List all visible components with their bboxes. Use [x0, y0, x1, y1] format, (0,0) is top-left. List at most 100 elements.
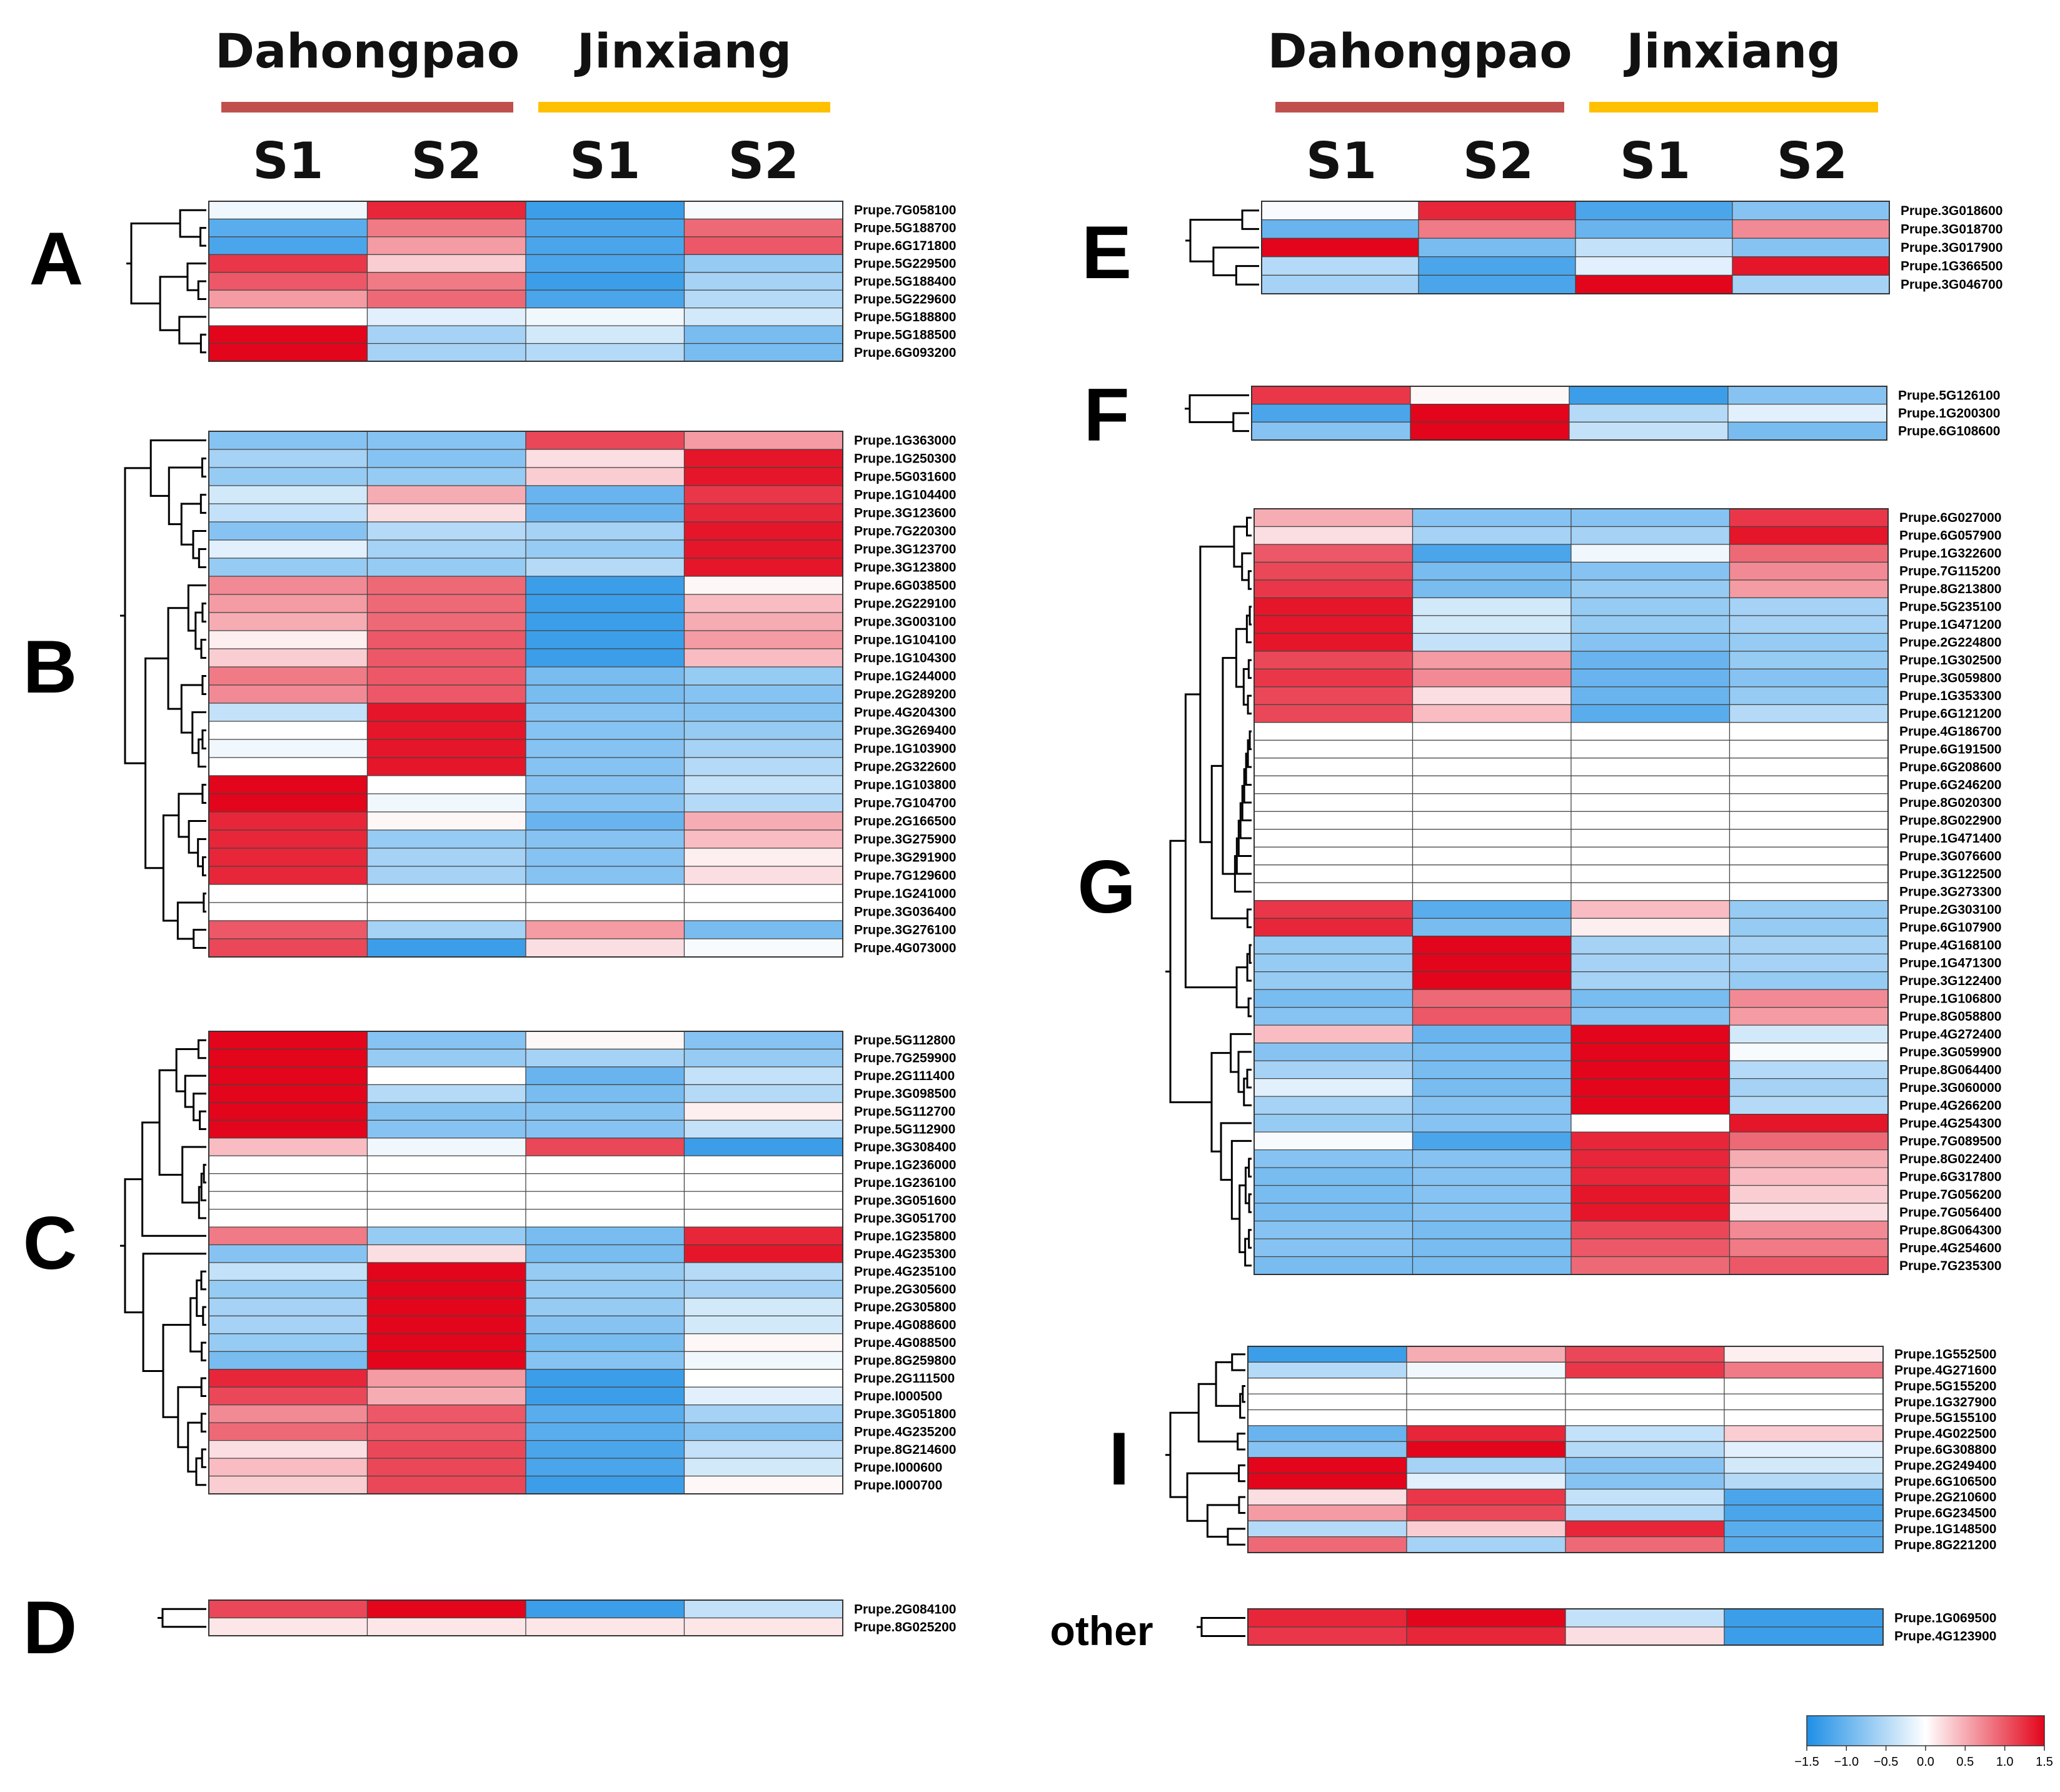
heatmap-cell [366, 848, 526, 867]
dendrogram-branch-c [200, 1413, 206, 1433]
heatmap-cell [1729, 953, 1889, 973]
heatmap-cell [683, 1617, 843, 1636]
panel-g: G Prupe.6G027000 Prupe.6G057900 Prupe.1G322… [1077, 508, 2001, 1275]
heatmap-cell [1732, 256, 1890, 276]
heatmap-cell [366, 648, 526, 668]
heatmap-cell [366, 308, 526, 326]
dendrogram-branch-c [184, 1074, 206, 1108]
gene-label: Prupe.4G022500 [1894, 1427, 1996, 1441]
heatmap-cell [1570, 597, 1731, 616]
heatmap-cell [208, 1138, 368, 1156]
heatmap-cell [683, 1119, 843, 1139]
heatmap-cell [1412, 1078, 1572, 1097]
gene-label: Prupe.1G366500 [1901, 259, 2002, 274]
heatmap-cell [525, 866, 685, 885]
heatmap-cell [683, 1084, 843, 1103]
heatmap-cell [1412, 900, 1572, 919]
heatmap-cell [683, 1031, 843, 1050]
heatmap-cell [366, 594, 526, 613]
gene-label: Prupe.1G104100 [854, 633, 956, 648]
stage-label-2-1: S1 [1306, 132, 1377, 190]
heatmap-cell [683, 503, 843, 523]
dendrogram-branch-g [1244, 1166, 1250, 1204]
dendrogram-branch-c [199, 1110, 206, 1131]
heatmap-cell [1570, 1007, 1731, 1026]
heatmap-cell [683, 1138, 843, 1156]
heatmap-cell [1565, 1378, 1725, 1394]
gene-label: Prupe.5G229500 [854, 257, 956, 271]
gene-label: Prupe.1G236000 [854, 1158, 956, 1172]
heatmap-cell [683, 1279, 843, 1299]
heatmap-cell [525, 558, 685, 577]
dendrogram-branch-g [1248, 1229, 1252, 1249]
heatmap-cell [1729, 1203, 1889, 1222]
cultivar-label-jinxiang-2: Jinxiang [1623, 23, 1841, 79]
gene-label: Prupe.1G104300 [854, 651, 956, 666]
heatmap-cell [1254, 686, 1414, 705]
heatmap-cell [525, 503, 685, 523]
heatmap-cell [683, 521, 843, 541]
heatmap-cell [208, 1279, 368, 1299]
gene-label: Prupe.1G236100 [854, 1176, 956, 1190]
heatmap-cell [1565, 1409, 1725, 1426]
gene-label: Prupe.6G191500 [1899, 743, 2001, 757]
dendrogram-branch-c [200, 1173, 206, 1201]
heatmap-cell [683, 848, 843, 867]
heatmap-cell [525, 1440, 685, 1459]
heatmap-cell [208, 1351, 368, 1370]
heatmap-cell [1729, 1131, 1889, 1151]
heatmap-cell [1251, 404, 1411, 423]
heatmap-cell [1247, 1361, 1407, 1379]
heatmap-cell [1570, 668, 1731, 688]
dendrogram-branch-g [1233, 855, 1252, 893]
dendrogram-branch-g [1247, 694, 1252, 715]
heatmap-cell [1412, 1184, 1572, 1204]
dendrogram-branch-i [1231, 1353, 1245, 1371]
dendrogram-branch-g [1249, 730, 1252, 751]
heatmap-cell [525, 576, 685, 595]
heatmap-cell [366, 576, 526, 595]
dendrogram-branch-c [187, 1421, 202, 1473]
heatmap-cell [683, 1475, 843, 1494]
gene-label: Prupe.6G234500 [1894, 1506, 1996, 1521]
dendrogram-branch-g [1222, 657, 1237, 875]
heatmap-cell [366, 757, 526, 776]
heatmap-cell [366, 1404, 526, 1423]
heatmap-cell [683, 739, 843, 758]
heatmap-cell [1418, 201, 1576, 221]
heatmap-cell [208, 1458, 368, 1477]
gene-label: Prupe.7G129600 [854, 869, 956, 883]
heatmap-cell [1418, 256, 1576, 276]
heatmap-cell [525, 431, 685, 450]
heatmap-cell [525, 1298, 685, 1316]
gene-label: Prupe.3G123700 [854, 543, 956, 557]
heatmap-cell [1406, 1361, 1566, 1379]
heatmap-cell [525, 920, 685, 939]
dendrogram-branch-g [1241, 552, 1252, 581]
gene-label: Prupe.3G046700 [1901, 278, 2002, 292]
heatmap-cell [1729, 971, 1889, 990]
gene-label: Prupe.3G122400 [1899, 974, 2001, 988]
gene-label: Prupe.3G291900 [854, 851, 956, 865]
dendrogram-branch-g [1244, 1238, 1252, 1267]
gene-label: Prupe.3G122500 [1899, 867, 2001, 881]
heatmap-cell [366, 1191, 526, 1210]
heatmap-cell [1575, 274, 1733, 294]
heatmap-cell [208, 1333, 368, 1352]
heatmap-cell [208, 1048, 368, 1068]
heatmap-cell [1570, 936, 1731, 954]
heatmap-cell [1254, 704, 1414, 723]
heatmap-cell [1261, 256, 1419, 276]
heatmap-cell [525, 485, 685, 504]
heatmap-cell [1565, 1393, 1725, 1411]
heatmap-cell [1412, 615, 1572, 634]
heatmap-cell [1412, 704, 1572, 723]
heatmap-cell [1732, 274, 1890, 294]
heatmap-cell [683, 218, 843, 238]
gene-label: Prupe.6G038500 [854, 579, 956, 593]
dendrogram-branch-b [198, 548, 206, 568]
panel-label-a: A [29, 217, 84, 301]
heatmap-cell [1412, 775, 1572, 794]
dendrogram-branch-b [124, 467, 151, 764]
heatmap-cell [683, 648, 843, 668]
